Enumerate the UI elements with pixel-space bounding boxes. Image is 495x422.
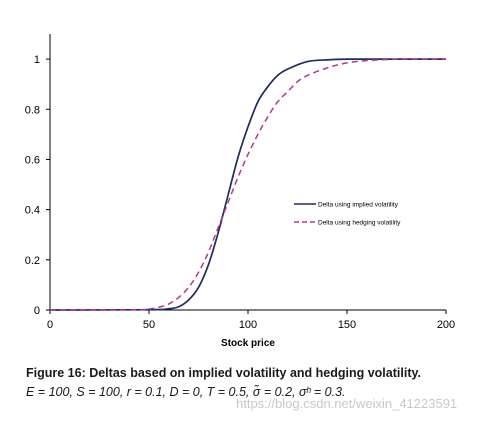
series-line-implied-volatility bbox=[49, 58, 446, 311]
caption-title: Figure 16: Deltas based on implied volat… bbox=[26, 366, 421, 380]
x-axis-ticks: 0 50 100 150 200 bbox=[47, 310, 455, 331]
x-tick-label: 150 bbox=[338, 319, 356, 331]
y-axis-ticks: 0 0.2 0.4 0.6 0.8 1 bbox=[25, 54, 50, 317]
y-tick-label: 0.8 bbox=[25, 104, 40, 116]
y-tick-label: 1 bbox=[34, 54, 40, 66]
caption-parameters: E = 100, S = 100, r = 0.1, D = 0, T = 0.… bbox=[26, 385, 346, 399]
figure-caption: Figure 16: Deltas based on implied volat… bbox=[26, 364, 486, 402]
series-layer bbox=[49, 58, 446, 311]
chart: 00.20.40.60.81 0 50 100 150 200 Stock price … bbox=[25, 34, 455, 349]
legend-label-hedging: Delta using hedging volatility bbox=[318, 220, 401, 227]
x-tick-label: 100 bbox=[239, 319, 257, 331]
y-tick-label: 0.2 bbox=[25, 255, 40, 267]
y-tick-label: 0 bbox=[34, 305, 40, 317]
x-tick-label: 200 bbox=[437, 319, 455, 331]
x-tick-label: 0 bbox=[47, 319, 53, 331]
x-axis-title: Stock price bbox=[221, 338, 275, 349]
y-tick-label: 0.6 bbox=[25, 154, 40, 166]
y-tick-label: 0.4 bbox=[25, 205, 40, 217]
x-tick-label: 50 bbox=[143, 319, 155, 331]
watermark: https://blog.csdn.net/weixin_41223591 bbox=[236, 396, 458, 411]
series-line-hedging-volatility bbox=[49, 58, 446, 311]
plot-area: 0 0.2 0.4 0.6 0.8 1 0 50 100 150 200 Stock price bbox=[25, 34, 455, 349]
legend: Delta using implied volatility Delta usi… bbox=[294, 202, 401, 227]
legend-label-implied: Delta using implied volatility bbox=[318, 202, 399, 209]
